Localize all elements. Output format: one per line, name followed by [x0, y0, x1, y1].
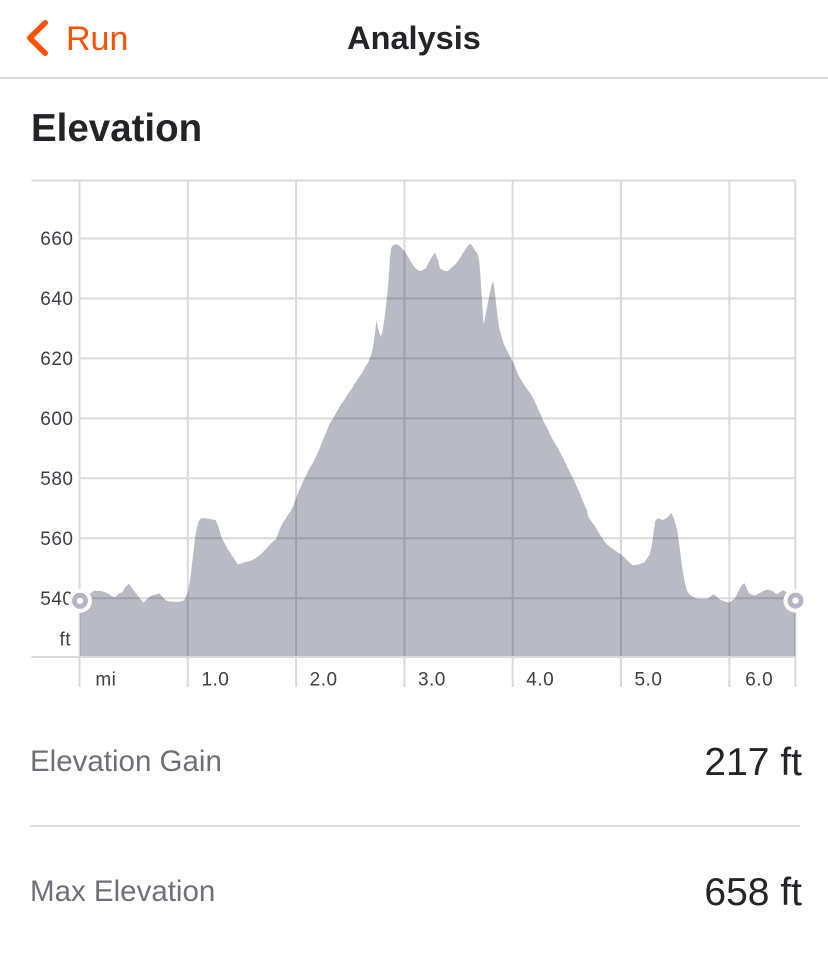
- svg-text:640: 640: [40, 289, 73, 310]
- svg-text:4.0: 4.0: [526, 670, 554, 691]
- svg-text:620: 620: [40, 349, 73, 370]
- svg-text:660: 660: [40, 229, 73, 250]
- svg-text:560: 560: [40, 529, 73, 550]
- svg-text:6.0: 6.0: [745, 670, 773, 691]
- svg-text:3.0: 3.0: [418, 670, 446, 691]
- svg-text:mi: mi: [95, 670, 116, 691]
- svg-text:1.0: 1.0: [201, 670, 229, 691]
- svg-text:2.0: 2.0: [310, 670, 338, 691]
- svg-text:580: 580: [40, 469, 73, 490]
- svg-text:ft: ft: [59, 630, 71, 651]
- svg-text:540: 540: [40, 589, 73, 610]
- svg-text:600: 600: [40, 409, 73, 430]
- svg-text:5.0: 5.0: [635, 670, 663, 691]
